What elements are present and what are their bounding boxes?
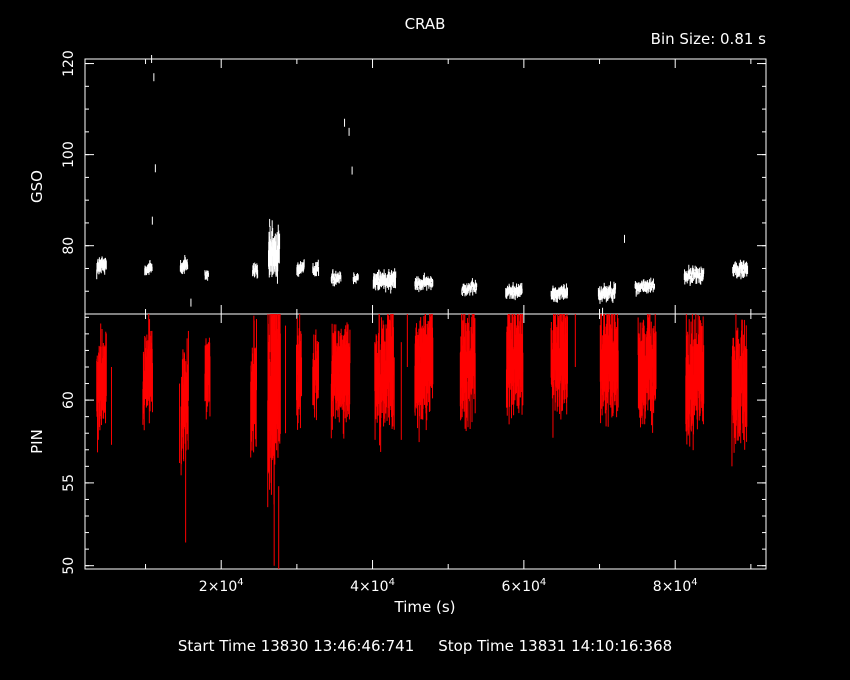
- gso-y-label: GSO: [28, 170, 46, 203]
- time-range-footer: Start Time 13830 13:46:46:741 Stop Time 1…: [0, 637, 850, 655]
- pin-panel: 50 55 60 PIN: [28, 313, 767, 575]
- pin-y-tick-label: 60: [61, 391, 77, 409]
- x-tick-label: 2×104: [199, 577, 244, 595]
- pin-y-tick-label: 55: [61, 474, 77, 492]
- x-axis-label: Time (s): [394, 598, 456, 616]
- gso-data-points: [96, 55, 749, 316]
- gso-panel: 80 100 120 GSO: [28, 50, 767, 316]
- gso-y-tick-label: 100: [61, 141, 77, 168]
- x-axis: 2×104 4×104 6×104 8×104: [199, 577, 698, 595]
- gso-frame: [84, 58, 767, 315]
- chart-title: CRAB: [405, 15, 446, 33]
- x-tick-label: 4×104: [350, 577, 395, 595]
- pin-y-label: PIN: [28, 429, 46, 454]
- pin-data-points: [96, 314, 748, 569]
- start-time: Start Time 13830 13:46:46:741: [177, 637, 415, 655]
- x-tick-label: 8×104: [653, 577, 698, 595]
- bin-size-label: Bin Size: 0.81 s: [651, 30, 767, 48]
- stop-time: Stop Time 13831 14:10:16:368: [438, 637, 673, 655]
- pin-y-tick-label: 50: [61, 557, 77, 575]
- x-tick-label: 6×104: [501, 577, 546, 595]
- gso-y-tick-label: 80: [61, 237, 77, 255]
- gso-y-tick-label: 120: [61, 50, 77, 77]
